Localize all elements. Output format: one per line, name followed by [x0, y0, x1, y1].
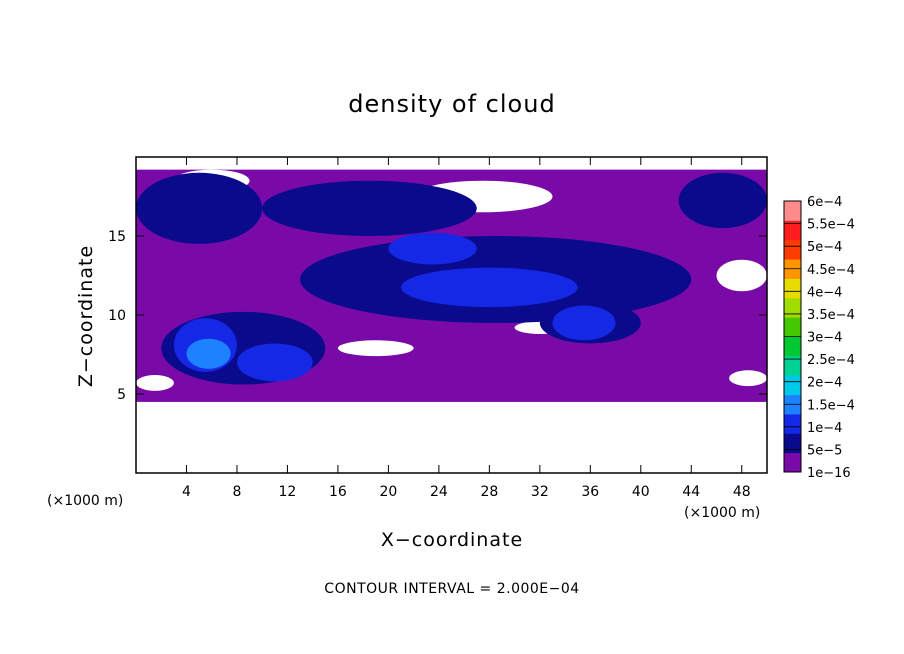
x-tick-label: 12	[279, 484, 297, 500]
colorbar-swatch	[784, 452, 801, 473]
chart-title: density of cloud	[348, 90, 555, 118]
clear-gap-region	[716, 259, 767, 292]
x-tick-label: 36	[581, 484, 599, 500]
y-unit-label: (×1000 m)	[47, 493, 123, 509]
y-tick-label: 10	[108, 308, 126, 324]
colorbar: 1e−16 5e−5 1e−4 1.5e−4 2e−4 2.5e−4 3e−4 3.5e−4 4…	[783, 195, 855, 481]
contour-region	[262, 180, 477, 237]
colorbar-swatch	[784, 355, 801, 376]
colorbar-swatch	[784, 220, 801, 241]
x-unit-label: (×1000 m)	[684, 505, 760, 521]
colorbar-label: 1.5e−4	[807, 398, 855, 413]
contour-interval-note: CONTOUR INTERVAL = 2.000E−04	[324, 581, 579, 597]
contour-region	[388, 232, 477, 265]
colorbar-label: 4e−4	[807, 285, 842, 300]
contour-region	[186, 338, 231, 369]
x-tick-label: 8	[232, 484, 241, 500]
colorbar-label: 1e−16	[807, 466, 851, 481]
colorbar-label: 1e−4	[807, 421, 842, 436]
colorbar-swatch	[784, 317, 801, 337]
colorbar-label: 5e−4	[807, 240, 842, 255]
contour-region	[136, 172, 263, 244]
colorbar-swatch	[784, 297, 801, 318]
colorbar-label: 2.5e−4	[807, 353, 855, 368]
colorbar-swatch	[784, 375, 801, 396]
x-tick-label: 32	[531, 484, 549, 500]
x-tick-label: 24	[430, 484, 448, 500]
colorbar-label: 3.5e−4	[807, 308, 855, 323]
contour-region	[401, 267, 578, 308]
colorbar-swatch	[784, 201, 801, 221]
clear-gap-region	[337, 340, 414, 357]
y-axis: 5 10 15	[108, 229, 767, 403]
contour-region	[678, 172, 767, 229]
colorbar-swatch	[784, 278, 801, 299]
y-axis-label: Z−coordinate	[75, 245, 97, 387]
contour-region	[552, 305, 616, 341]
colorbar-swatch	[784, 239, 801, 260]
x-tick-label: 44	[682, 484, 700, 500]
colorbar-label: 5.5e−4	[807, 218, 855, 233]
x-tick-label: 4	[182, 484, 191, 500]
colorbar-label: 2e−4	[807, 376, 842, 391]
x-axis-label: X−coordinate	[381, 529, 523, 551]
colorbar-swatch	[784, 336, 801, 357]
plot-area	[135, 156, 768, 474]
x-tick-label: 48	[733, 484, 751, 500]
contour-region	[236, 343, 313, 382]
contour-field	[136, 169, 767, 402]
y-tick-label: 5	[117, 387, 126, 403]
colorbar-label: 5e−5	[807, 443, 842, 458]
x-tick-label: 40	[632, 484, 650, 500]
colorbar-label: 4.5e−4	[807, 263, 855, 278]
colorbar-label: 6e−4	[807, 195, 842, 210]
colorbar-label: 3e−4	[807, 331, 842, 346]
clear-gap-region	[729, 370, 767, 387]
colorbar-swatch	[784, 413, 801, 434]
y-tick-label: 15	[108, 229, 126, 245]
x-tick-label: 16	[329, 484, 347, 500]
x-tick-label: 28	[480, 484, 498, 500]
colorbar-swatch	[784, 433, 801, 454]
x-tick-label: 20	[379, 484, 397, 500]
x-axis: 4 8 12 16 20 24 28 32 36 40 44 48	[182, 157, 751, 500]
clear-gap-region	[136, 375, 174, 391]
